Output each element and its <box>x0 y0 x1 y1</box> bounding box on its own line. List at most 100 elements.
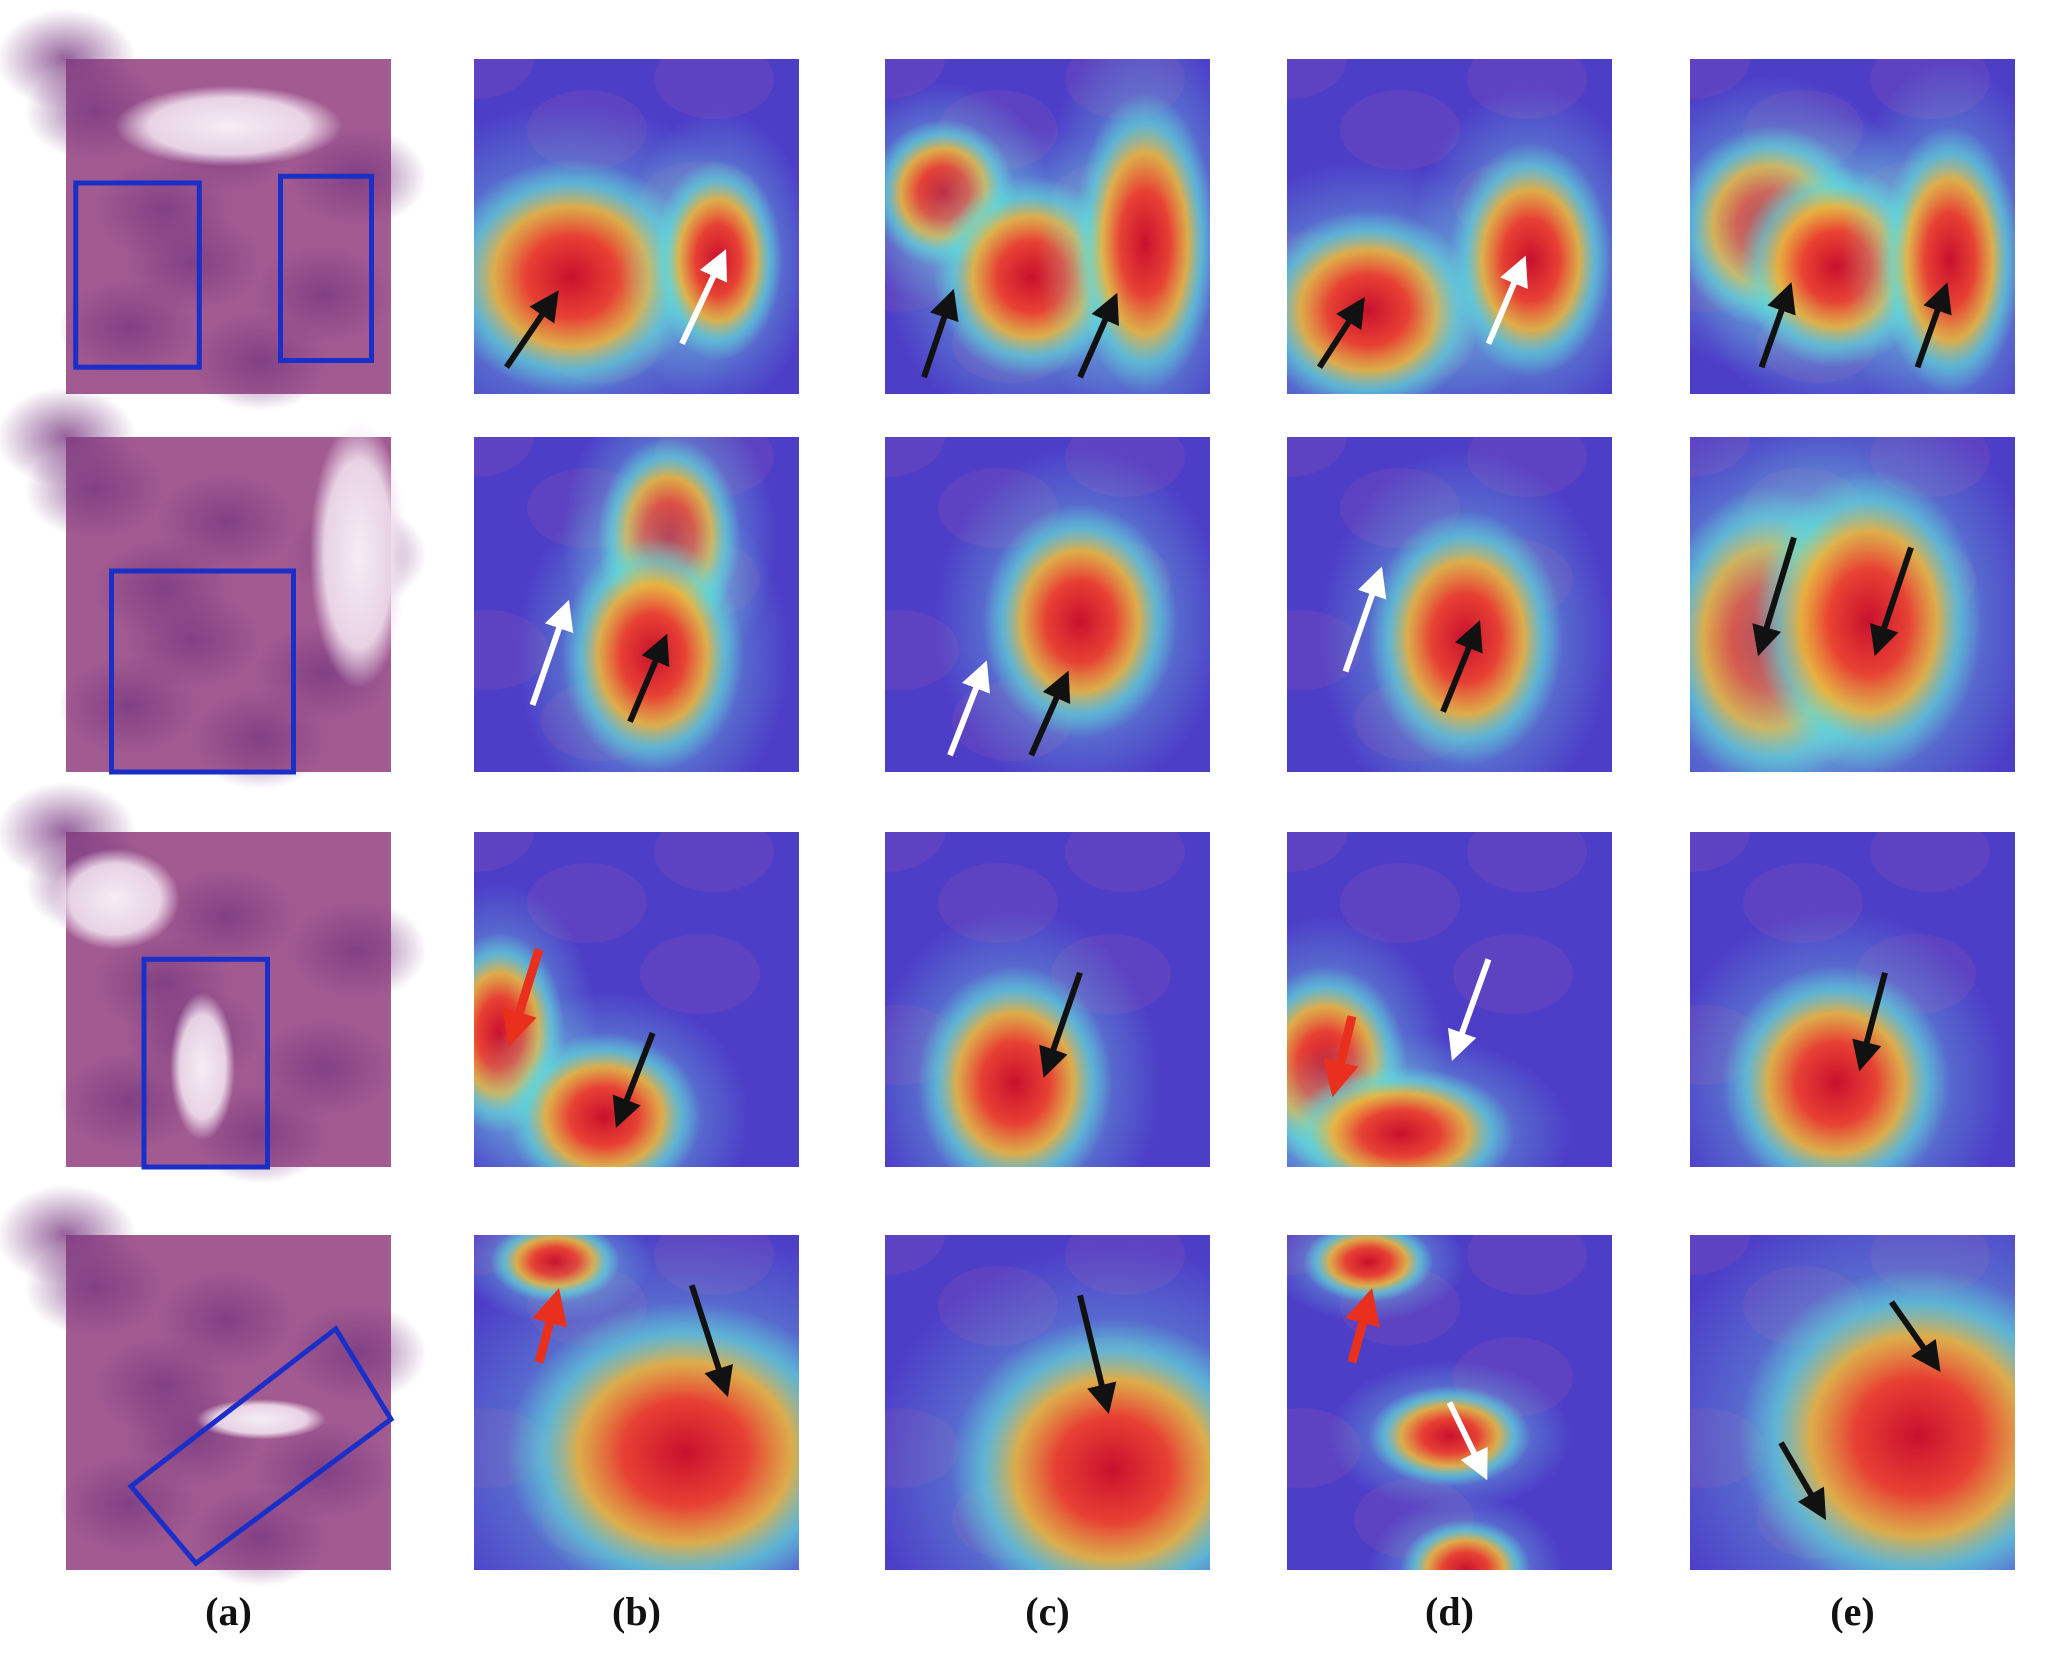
tissue-texture <box>253 1018 393 1118</box>
column-label: (e) <box>1830 1589 1874 1634</box>
lumen <box>170 992 235 1141</box>
roi-box <box>73 180 202 370</box>
arrow <box>1758 282 1796 369</box>
lumen <box>49 848 180 950</box>
hotspot <box>506 1302 799 1570</box>
arrow <box>504 290 559 369</box>
hotspot <box>982 504 1178 739</box>
texture <box>885 437 945 477</box>
texture <box>654 59 774 119</box>
arrow <box>1316 296 1366 369</box>
arrow <box>1852 971 1888 1072</box>
arrow <box>688 1284 733 1398</box>
histology-image <box>0 782 427 1184</box>
tissue-texture <box>156 867 296 967</box>
arrow <box>1446 1401 1488 1481</box>
arrow <box>1447 958 1492 1062</box>
texture <box>885 1235 945 1275</box>
tissue-texture <box>156 1270 296 1370</box>
column-label: (b) <box>612 1589 661 1634</box>
column-label: (a) <box>205 1589 252 1634</box>
heatmap <box>885 437 1210 772</box>
heatmap <box>474 1235 799 1570</box>
arrow <box>1752 536 1797 657</box>
roi-box <box>141 956 270 1170</box>
texture <box>885 832 945 872</box>
arrow <box>1914 282 1952 369</box>
hotspot <box>917 966 1113 1167</box>
texture <box>1467 1235 1587 1295</box>
tissue-texture <box>253 245 393 345</box>
roi-box <box>278 173 374 363</box>
hotspot <box>1368 1385 1531 1487</box>
arrow <box>947 660 990 757</box>
hotspot <box>1400 1519 1531 1570</box>
column-label: (c) <box>1025 1589 1069 1634</box>
heatmap <box>1287 59 1612 394</box>
arrow <box>1077 292 1119 379</box>
tissue-texture <box>122 212 262 312</box>
arrow <box>1077 1294 1117 1415</box>
texture <box>474 437 534 477</box>
texture <box>1287 832 1347 872</box>
texture <box>474 59 534 99</box>
column-label: (d) <box>1425 1589 1474 1634</box>
arrow <box>529 599 574 706</box>
roi-box <box>109 568 296 775</box>
heatmap <box>885 59 1210 394</box>
hotspot <box>1368 510 1564 766</box>
histology-image <box>0 1185 427 1587</box>
hotspot <box>1303 1235 1434 1302</box>
roi-box <box>127 1325 395 1567</box>
heatmap <box>1690 1235 2015 1570</box>
tissue-texture <box>25 1237 165 1337</box>
arrow <box>1028 670 1071 757</box>
heatmap <box>474 832 799 1167</box>
heatmap <box>474 59 799 394</box>
heatmap <box>1690 832 2015 1167</box>
texture <box>1467 832 1587 892</box>
tissue-texture <box>122 590 262 690</box>
hotspot <box>1722 966 1950 1167</box>
column-labels: (a) (b) (c) (d) (e) <box>205 1589 1875 1634</box>
texture <box>1453 934 1573 1014</box>
hotspot <box>1878 126 2015 394</box>
heatmap <box>1287 832 1612 1167</box>
hotspot <box>1755 470 1983 772</box>
lumen <box>114 85 343 167</box>
texture <box>885 59 945 99</box>
tissue-texture <box>25 439 165 539</box>
arrow <box>1039 971 1083 1078</box>
texture <box>1287 59 1347 99</box>
texture <box>1287 437 1347 477</box>
arrow <box>1485 255 1528 345</box>
arrow <box>532 1288 568 1364</box>
hotspot <box>1449 142 1612 378</box>
arrow <box>1440 620 1483 713</box>
arrow <box>1889 1300 1941 1373</box>
arrow <box>1778 1441 1827 1521</box>
hotspot <box>561 537 744 772</box>
texture <box>474 832 534 872</box>
texture <box>1340 863 1460 943</box>
texture <box>1690 1235 1750 1275</box>
arrow <box>921 288 959 379</box>
tissue-texture <box>287 1303 427 1403</box>
heatmap <box>1287 437 1612 772</box>
hotspot <box>1287 1066 1515 1167</box>
heatmap <box>885 832 1210 1167</box>
arrow <box>1323 1015 1359 1098</box>
arrow <box>1342 566 1387 673</box>
arrow <box>679 249 727 346</box>
texture <box>1690 832 1750 872</box>
heatmap <box>474 437 799 772</box>
arrow <box>502 947 544 1047</box>
tissue-texture <box>156 472 296 572</box>
texture <box>1690 59 1750 99</box>
hotspot <box>506 1033 702 1167</box>
arrow <box>612 1031 656 1128</box>
texture <box>654 832 774 892</box>
histology-image <box>0 9 427 411</box>
